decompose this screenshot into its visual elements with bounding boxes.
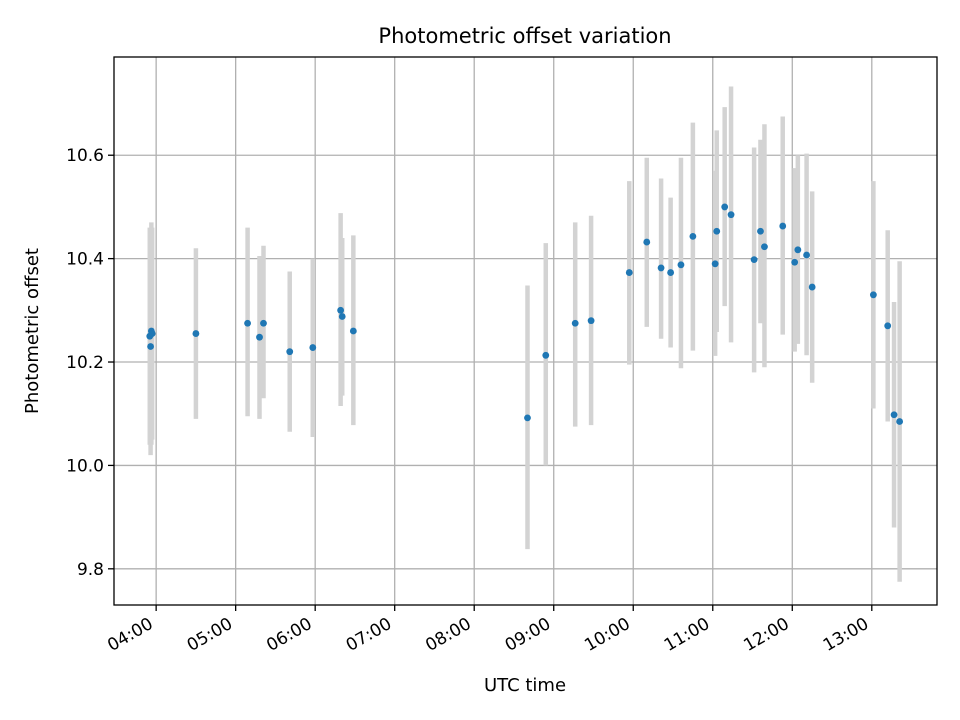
x-tick-label: 06:00 — [263, 614, 315, 656]
data-point — [587, 317, 595, 325]
data-point — [349, 327, 357, 335]
data-point — [711, 260, 719, 268]
data-point — [689, 232, 697, 240]
data-point — [667, 269, 675, 276]
data-point — [244, 319, 251, 327]
data-point — [677, 261, 685, 269]
error-bars — [147, 86, 902, 582]
data-point — [779, 222, 787, 230]
data-point — [761, 243, 768, 251]
x-axis-label: UTC time — [484, 675, 566, 696]
x-tick-label: 09:00 — [502, 614, 554, 656]
x-tick-label: 10:00 — [581, 614, 633, 656]
y-tick-label: 9.8 — [77, 560, 104, 580]
data-point — [147, 343, 154, 350]
x-tick-label: 12:00 — [740, 614, 792, 656]
data-points — [146, 203, 904, 425]
data-point — [643, 238, 651, 246]
y-axis-label: Photometric offset — [22, 248, 43, 414]
data-point — [657, 264, 665, 272]
data-point — [808, 283, 816, 291]
data-point — [896, 418, 904, 425]
data-point — [571, 319, 579, 327]
data-point — [750, 256, 758, 264]
data-point — [260, 319, 267, 327]
data-point — [309, 344, 317, 351]
y-tick-label: 10.0 — [66, 456, 104, 476]
x-tick-label: 08:00 — [422, 614, 474, 656]
data-point — [791, 258, 799, 266]
x-tick-label: 11:00 — [661, 614, 713, 656]
data-point — [192, 330, 200, 337]
data-point — [338, 313, 346, 320]
chart-title: Photometric offset variation — [378, 24, 671, 48]
data-point — [524, 414, 531, 422]
data-point — [794, 246, 802, 254]
data-point — [803, 251, 810, 259]
x-axis-ticks: 04:00 05:00 06:00 07:00 08:00 09:00 10:00 11:00… — [104, 605, 873, 656]
data-point — [884, 322, 892, 330]
data-point — [721, 203, 729, 211]
data-point — [890, 411, 898, 419]
data-point — [869, 291, 877, 299]
y-tick-label: 10.2 — [66, 353, 104, 373]
data-point — [148, 330, 156, 337]
data-point — [625, 269, 633, 276]
y-axis-ticks: 9.8 10.0 10.2 10.4 10.6 — [66, 146, 114, 580]
y-tick-label: 10.4 — [66, 250, 104, 270]
y-tick-label: 10.6 — [66, 146, 104, 166]
plot-frame — [113, 56, 938, 606]
x-tick-label: 05:00 — [184, 614, 236, 656]
data-point — [256, 333, 263, 341]
data-point — [727, 211, 735, 219]
x-tick-label: 04:00 — [104, 614, 156, 656]
data-point — [713, 227, 721, 235]
data-point — [757, 227, 764, 235]
x-tick-label: 07:00 — [343, 614, 395, 656]
x-tick-label: 13:00 — [820, 614, 872, 656]
data-point — [337, 306, 345, 314]
data-point — [542, 351, 550, 359]
data-point — [286, 348, 294, 356]
